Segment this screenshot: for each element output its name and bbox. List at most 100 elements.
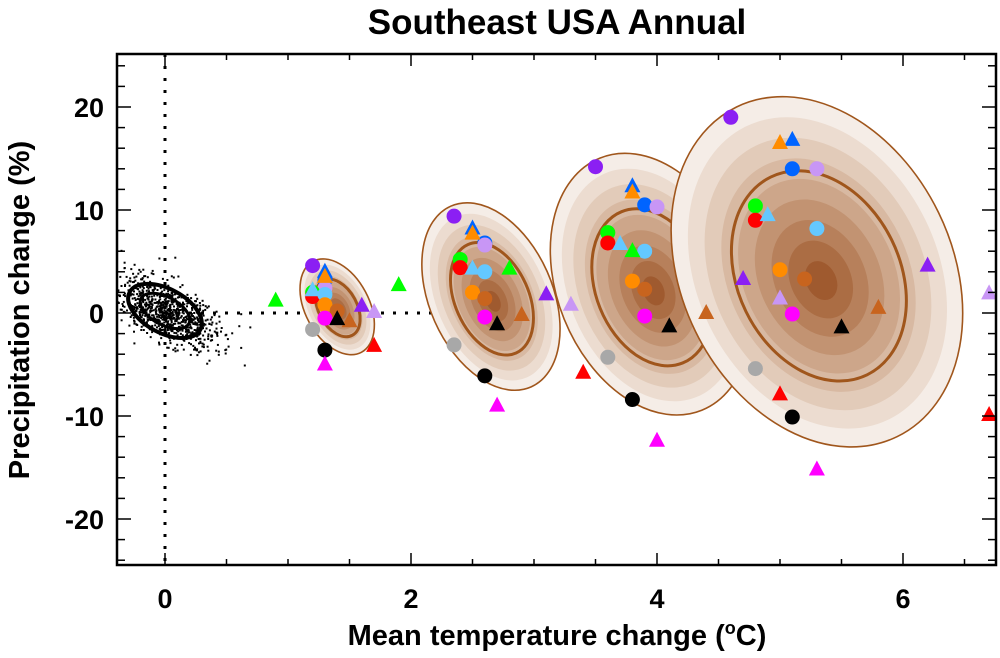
variability-point: [170, 311, 173, 314]
variability-point: [133, 342, 136, 345]
variability-point: [175, 315, 178, 318]
variability-point: [149, 302, 152, 305]
variability-point: [165, 303, 167, 306]
variability-point: [164, 327, 167, 330]
point-model-red: [452, 260, 468, 276]
variability-point: [186, 293, 189, 296]
variability-point: [225, 348, 228, 351]
variability-point: [163, 311, 166, 314]
point-tri-red: [772, 385, 788, 401]
variability-point: [110, 299, 112, 301]
point-tri-blue: [784, 130, 801, 146]
variability-point: [179, 322, 182, 325]
variability-point: [201, 345, 204, 348]
variability-point: [199, 350, 202, 353]
variability-point: [196, 322, 199, 325]
variability-point: [159, 327, 162, 330]
variability-point: [173, 293, 176, 296]
variability-point: [187, 318, 189, 321]
variability-point: [182, 339, 185, 341]
variability-point: [185, 317, 188, 320]
variability-point: [178, 304, 181, 307]
variability-point: [154, 308, 157, 311]
variability-point: [154, 298, 157, 301]
variability-point: [142, 287, 145, 290]
variability-point: [202, 304, 205, 307]
variability-point: [156, 319, 159, 322]
point-model-skyblue: [477, 264, 493, 280]
variability-point: [150, 300, 153, 303]
variability-point: [195, 339, 197, 342]
variability-point: [173, 317, 176, 320]
variability-point: [169, 304, 172, 307]
variability-point: [130, 268, 133, 271]
variability-point: [158, 257, 161, 260]
variability-point: [141, 299, 144, 302]
point-tri-magenta: [808, 460, 825, 476]
variability-point: [130, 314, 133, 317]
variability-point: [146, 276, 149, 279]
variability-point: [191, 308, 194, 311]
variability-point: [194, 346, 196, 349]
variability-point: [107, 277, 109, 279]
variability-point: [136, 302, 139, 305]
variability-point: [169, 318, 172, 321]
variability-point: [111, 288, 113, 290]
variability-point: [149, 309, 152, 312]
variability-point: [156, 294, 159, 297]
point-model-red: [600, 235, 616, 251]
variability-point: [149, 286, 152, 289]
variability-point: [157, 302, 160, 305]
variability-point: [144, 298, 147, 301]
variability-point: [148, 285, 151, 288]
variability-point: [132, 305, 134, 308]
variability-point: [165, 320, 168, 323]
variability-point: [171, 292, 174, 294]
variability-point: [166, 312, 169, 315]
point-tri-red: [575, 363, 592, 379]
point-tri-purple: [735, 269, 752, 285]
variability-point: [103, 296, 105, 298]
variability-point: [171, 300, 174, 303]
variability-point: [204, 308, 207, 311]
variability-point: [193, 316, 196, 319]
variability-point: [171, 296, 174, 299]
variability-point: [155, 305, 158, 308]
point-tri-red: [981, 405, 996, 421]
variability-point: [162, 314, 165, 317]
variability-point: [209, 339, 212, 342]
variability-point: [196, 327, 199, 330]
variability-point: [192, 318, 195, 321]
variability-point: [174, 350, 177, 353]
variability-point: [122, 310, 125, 313]
variability-point: [192, 344, 195, 347]
variability-point: [177, 325, 180, 328]
variability-point: [180, 320, 183, 323]
variability-point: [123, 267, 126, 270]
variability-point: [154, 307, 157, 310]
point-model-magenta: [477, 309, 493, 325]
variability-point: [107, 262, 109, 264]
variability-point: [155, 313, 158, 316]
variability-point: [132, 272, 135, 275]
variability-point: [192, 332, 194, 335]
variability-point: [181, 308, 184, 310]
variability-point: [215, 310, 218, 313]
variability-point: [161, 326, 164, 329]
variability-point: [177, 313, 180, 316]
point-tri-burnt: [870, 298, 887, 314]
variability-point: [112, 277, 114, 279]
variability-point: [139, 315, 142, 318]
variability-point: [240, 346, 243, 349]
variability-point: [160, 310, 163, 313]
variability-point: [194, 317, 197, 320]
variability-point: [140, 329, 143, 331]
variability-point: [149, 311, 152, 314]
variability-point: [114, 276, 116, 278]
variability-ellipse: [126, 281, 204, 340]
variability-point: [137, 272, 140, 275]
variability-point: [186, 333, 189, 336]
variability-point: [207, 333, 210, 336]
variability-point: [117, 302, 120, 304]
variability-point: [169, 339, 172, 342]
